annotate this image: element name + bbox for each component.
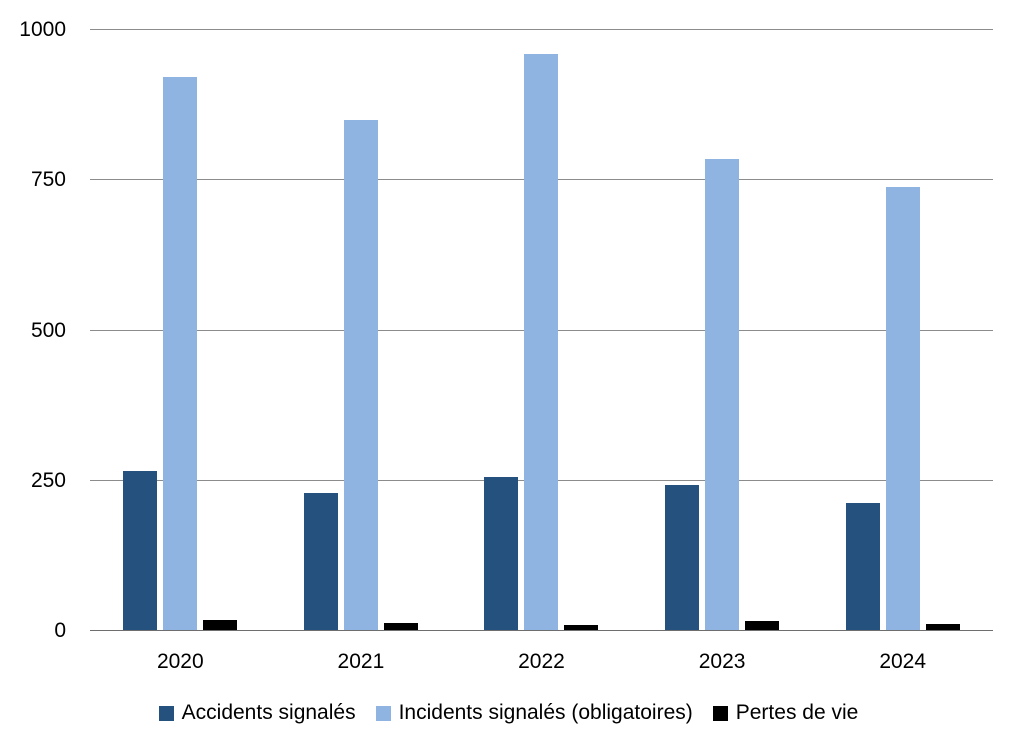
legend-label: Pertes de vie [735,701,859,724]
bar-series1-2022 [524,54,559,631]
plot-area [90,29,993,631]
bar-series0-2020 [123,470,158,631]
legend-item-0: Accidents signalés [158,701,356,725]
bar-series2-2023 [745,620,780,631]
bar-series1-2023 [705,159,740,631]
bar-series1-2021 [343,120,378,631]
legend-label: Accidents signalés [181,701,356,724]
bar-series0-2022 [484,477,519,631]
legend-swatch-icon [158,705,174,721]
bar-series2-2024 [925,624,960,631]
bar-series2-2020 [203,620,238,631]
x-axis-label-2024: 2024 [879,650,927,673]
x-axis-label-2021: 2021 [337,650,385,673]
x-axis-label-2022: 2022 [518,650,565,673]
legend-label: Incidents signalés (obligatoires) [398,701,693,724]
legend-swatch-icon [375,705,391,721]
bar-series1-2024 [885,186,920,631]
bar-group-2020 [90,30,271,631]
bar-series0-2023 [665,484,700,631]
legend-item-1: Incidents signalés (obligatoires) [375,701,693,725]
legend-item-2: Pertes de vie [712,701,859,725]
y-axis-tick-label: 1000 [19,18,66,41]
bar-series2-2021 [383,623,418,631]
bar-series0-2024 [845,503,880,631]
bar-series2-2022 [564,625,599,631]
y-axis-tick-label: 250 [30,468,66,492]
bar-series0-2021 [303,492,338,631]
legend: Accidents signalés Incidents signalés (ob… [0,701,1017,725]
bar-group-2022 [451,30,632,631]
y-axis-tick-label: 0 [54,619,66,642]
y-axis-tick-label: 500 [30,318,66,342]
x-axis-baseline [90,630,993,631]
y-axis-tick-label: 750 [30,168,66,192]
bar-group-2021 [271,30,452,631]
x-axis-label-2020: 2020 [156,650,204,673]
legend-swatch-icon [712,705,728,721]
bar-series1-2020 [163,76,198,631]
bar-group-2024 [812,30,993,631]
gridline [90,29,993,30]
x-axis-label-2023: 2023 [698,650,746,673]
bar-group-2023 [632,30,813,631]
